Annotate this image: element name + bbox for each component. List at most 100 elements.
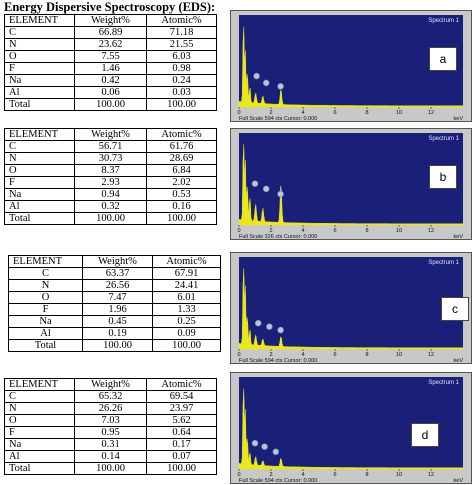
x-tick-label: 8 (365, 110, 368, 116)
header-weight: Weight% (74, 128, 147, 141)
atomic-cell: 6.03 (146, 50, 217, 63)
x-tick-label: 4 (301, 472, 304, 478)
element-cell: O (4, 164, 75, 177)
atomic-cell: 0.09 (152, 327, 221, 340)
x-tick-label: 2 (269, 228, 272, 234)
eds-table-a: ELEMENT Weight% Atomic% C 66.89 71.18 N 23.… (4, 14, 217, 111)
header-weight: Weight% (82, 255, 153, 268)
plot-area (239, 257, 463, 349)
plot-area (239, 15, 463, 107)
x-tick-label: 6 (333, 110, 336, 116)
x-tick-label: 0 (237, 228, 240, 234)
weight-cell: 2.93 (74, 176, 147, 189)
table-row: F 1.46 0.98 (4, 62, 217, 75)
element-cell: N (4, 38, 75, 51)
weight-cell: 0.14 (74, 450, 147, 463)
element-cell: F (4, 62, 75, 75)
element-cell: Na (4, 188, 75, 201)
table-row: N 23.62 21.55 (4, 38, 217, 51)
table-row: N 26.56 24.41 (8, 279, 221, 292)
atomic-cell: 67.91 (152, 267, 221, 280)
weight-cell: 1.96 (82, 303, 153, 316)
header-weight: Weight% (74, 378, 147, 391)
element-cell: C (4, 140, 75, 153)
table-total-row: Total 100.00 100.00 (4, 212, 217, 225)
element-cell: Total (4, 98, 75, 111)
weight-cell: 30.73 (74, 152, 147, 165)
plot-area (239, 133, 463, 225)
weight-cell: 23.62 (74, 38, 147, 51)
spectrum-area (238, 268, 464, 350)
weight-cell: 65.32 (74, 390, 147, 403)
spectrum-panel-a: Spectrum 1 0 2 4 6 8 10 12 keV Full Scale 594 cts… (230, 10, 472, 122)
header-weight: Weight% (74, 14, 147, 27)
panel-label-b: b (429, 165, 457, 189)
header-element: ELEMENT (8, 255, 83, 268)
element-cell: F (4, 426, 75, 439)
atomic-cell: 5.62 (146, 414, 217, 427)
panel-label-a: a (429, 47, 457, 71)
chart-footer: Full Scale 594 cts Cursor: 0.000 (239, 478, 317, 483)
element-cell: N (4, 152, 75, 165)
header-atomic: Atomic% (146, 14, 217, 27)
element-cell: Total (4, 462, 75, 475)
atomic-cell: 100.00 (146, 98, 217, 111)
element-marker (251, 439, 259, 447)
chart-footer: Full Scale 594 cts Cursor: 0.000 (239, 358, 317, 363)
table-row: N 26.26 23.97 (4, 402, 217, 415)
element-cell: Al (4, 200, 75, 213)
weight-cell: 100.00 (74, 98, 147, 111)
table-header-row: ELEMENT Weight% Atomic% (4, 128, 217, 141)
table-row: Na 0.45 0.25 (8, 315, 221, 328)
x-axis-label: keV (454, 358, 464, 363)
atomic-cell: 23.97 (146, 402, 217, 415)
weight-cell: 56.71 (74, 140, 147, 153)
table-row: F 2.93 2.02 (4, 176, 217, 189)
table-row: N 30.73 28.69 (4, 152, 217, 165)
x-tick-label: 6 (333, 352, 336, 358)
atomic-cell: 69.54 (146, 390, 217, 403)
x-tick-label: 8 (365, 352, 368, 358)
spectrum-area (238, 26, 464, 108)
atomic-cell: 0.64 (146, 426, 217, 439)
element-cell: N (4, 402, 75, 415)
x-tick-label: 8 (365, 472, 368, 478)
table-row: O 7.55 6.03 (4, 50, 217, 63)
table-row: O 7.03 5.62 (4, 414, 217, 427)
table-row: Al 0.32 0.16 (4, 200, 217, 213)
table-row: Al 0.14 0.07 (4, 450, 217, 463)
x-tick-label: 0 (237, 352, 240, 358)
x-tick-label: 2 (269, 110, 272, 116)
atomic-cell: 1.33 (152, 303, 221, 316)
table-row: O 8.37 6.84 (4, 164, 217, 177)
chart-title: Spectrum 1 (428, 18, 459, 24)
element-marker (272, 448, 280, 456)
element-cell: Na (8, 315, 83, 328)
element-marker (262, 79, 270, 87)
element-marker (277, 83, 284, 90)
x-tick-label: 8 (365, 228, 368, 234)
table-row: C 65.32 69.54 (4, 390, 217, 403)
element-marker (277, 326, 284, 334)
atomic-cell: 6.01 (152, 291, 221, 304)
element-marker (251, 180, 259, 188)
x-tick-label: 0 (237, 110, 240, 116)
weight-cell: 100.00 (82, 339, 153, 352)
atomic-cell: 6.84 (146, 164, 217, 177)
x-tick-label: 12 (428, 472, 434, 478)
element-marker (277, 190, 284, 198)
weight-cell: 7.47 (82, 291, 153, 304)
spectrum-panel-d: Spectrum 1 0 2 4 6 8 10 12 keV Full Scale 594 cts… (230, 372, 472, 484)
chart-title: Spectrum 1 (428, 380, 459, 386)
atomic-cell: 0.24 (146, 74, 217, 87)
weight-cell: 7.03 (74, 414, 147, 427)
eds-table-d: ELEMENT Weight% Atomic% C 65.32 69.54 N 26.… (4, 378, 217, 475)
weight-cell: 0.94 (74, 188, 147, 201)
table-total-row: Total 100.00 100.00 (4, 98, 217, 111)
x-tick-label: 6 (333, 228, 336, 234)
weight-cell: 63.37 (82, 267, 153, 280)
weight-cell: 0.42 (74, 74, 147, 87)
table-row: O 7.47 6.01 (8, 291, 221, 304)
x-tick-label: 4 (301, 352, 304, 358)
weight-cell: 26.56 (82, 279, 153, 292)
